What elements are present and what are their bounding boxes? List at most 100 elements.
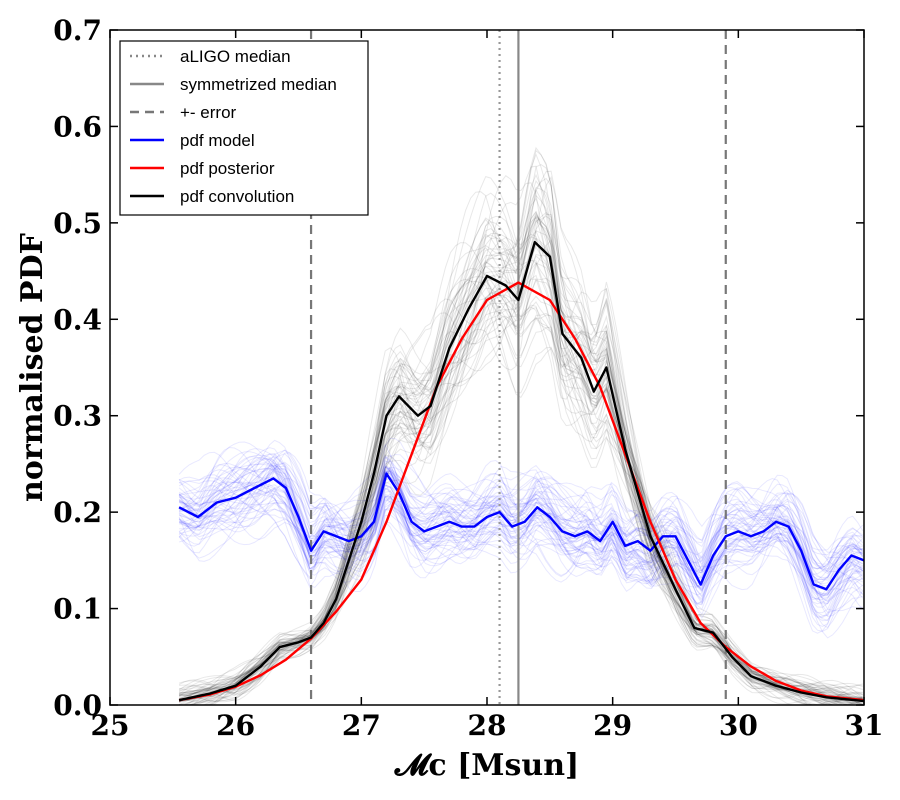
model-realisation-line: [178, 456, 864, 590]
model-realisation-line: [178, 458, 864, 611]
conv-realisation-line: [178, 277, 863, 706]
model-realisation-line: [178, 453, 863, 614]
conv-realisation-line: [179, 230, 863, 702]
model-realisation-line: [178, 452, 863, 591]
model-realisation-line: [178, 439, 863, 605]
model-realisation-line: [178, 486, 863, 598]
model-realisation-line: [178, 468, 864, 600]
y-tick-label: 0.7: [53, 14, 102, 47]
conv-realisation-line: [179, 153, 863, 700]
model-realisation-line: [178, 471, 864, 616]
conv-realisation-line: [178, 219, 863, 706]
model-realisation-line: [179, 441, 863, 605]
model-realisation-line: [178, 477, 863, 605]
y-tick-label: 0.0: [53, 689, 102, 722]
model-realisation-line: [178, 467, 863, 600]
conv-realisation-line: [178, 213, 863, 706]
conv-realisation-line: [178, 215, 863, 703]
y-tick-label: 0.1: [53, 593, 102, 626]
model-realisation-line: [178, 467, 863, 605]
model-realisation-line: [179, 451, 864, 598]
conv-realisation-line: [179, 218, 863, 706]
x-tick-label: 25: [91, 709, 130, 742]
legend: aLIGO median symmetrized median +- error pd…: [119, 40, 369, 216]
model-realisation-line: [178, 449, 864, 599]
model-realisation-line: [179, 466, 863, 583]
conv-realisation-line: [179, 239, 863, 703]
conv-realisation-line: [179, 216, 863, 699]
model-realisation-line: [178, 465, 864, 601]
model-realisation-line: [178, 460, 863, 619]
model-realisation-line: [178, 452, 863, 602]
model-realisation-line: [178, 468, 863, 603]
x-tick-label: 28: [468, 709, 507, 742]
model-realisation-line: [179, 437, 864, 639]
reference-lines: [309, 30, 727, 705]
conv-realisation-line: [178, 187, 863, 705]
conv-realisation-line: [178, 170, 863, 702]
y-tick-label: 0.6: [53, 110, 102, 143]
conv-realisation-line: [178, 278, 863, 706]
model-realisation-line: [178, 471, 863, 628]
model-realisation-line: [179, 454, 863, 597]
legend-label: pdf posterior: [180, 159, 275, 178]
model-realisation-line: [178, 465, 864, 632]
conv-realisation-line: [178, 210, 863, 706]
model-realisation-line: [178, 472, 863, 595]
model-realisation-line: [178, 467, 864, 589]
conv-realisation-line: [179, 191, 863, 706]
conv-realisation-line: [179, 173, 863, 706]
y-tick-label: 0.3: [53, 400, 102, 433]
model-realisation-line: [178, 453, 864, 596]
model-realisation-line: [178, 443, 864, 634]
conv-realisation-line: [179, 255, 863, 706]
model-realisation-line: [178, 470, 864, 582]
model-realisation-line: [178, 455, 863, 612]
model-realisation-line: [178, 468, 863, 617]
model-realisation-line: [178, 469, 863, 595]
model-realisation-line: [178, 458, 864, 608]
conv-realisation-line: [179, 149, 863, 697]
conv-realisation-line: [178, 211, 863, 704]
conv-realisation-line: [179, 197, 863, 706]
model-realisation-line: [178, 462, 864, 587]
y-ticks: 0.0 0.1 0.2 0.3 0.4 0.5 0.6 0.7: [53, 14, 864, 722]
conv-realisation-line: [179, 213, 863, 702]
conv-realisation-line: [179, 281, 863, 706]
series-pdf-model: [178, 472, 865, 591]
model-realisation-line: [178, 464, 863, 629]
conv-realisation-line: [178, 210, 863, 700]
x-ticks: 25 26 27 28 29 30 31: [91, 30, 883, 742]
x-tick-label: 29: [593, 709, 632, 742]
conv-realisation-line: [178, 177, 863, 703]
conv-realisation-line: [178, 238, 863, 706]
conv-realisation-line: [179, 296, 863, 706]
x-tick-label: 27: [342, 709, 381, 742]
conv-realisation-line: [179, 276, 863, 706]
legend-label: pdf convolution: [180, 187, 294, 206]
y-tick-label: 0.2: [53, 496, 102, 529]
model-realisation-line: [178, 470, 863, 605]
model-realisation-line: [178, 462, 863, 589]
model-realisation-line: [179, 470, 863, 601]
model-realisation-line: [178, 449, 864, 610]
conv-realisation-line: [179, 212, 863, 706]
model-realisation-line: [178, 448, 863, 596]
model-realisation-line: [178, 465, 863, 592]
model-realisation-line: [178, 465, 864, 620]
x-tick-label: 30: [719, 709, 758, 742]
conv-realisation-line: [179, 253, 863, 706]
y-tick-label: 0.5: [53, 207, 102, 240]
series-layer: [178, 240, 865, 703]
model-realisation-line: [178, 456, 864, 590]
model-realisation-line: [178, 465, 863, 596]
conv-realisation-line: [179, 292, 863, 706]
legend-label: aLIGO median: [180, 47, 291, 66]
model-realisation-line: [178, 464, 864, 606]
noise-layer: [178, 146, 864, 706]
model-realisation-line: [178, 484, 863, 592]
x-tick-label: 26: [216, 709, 255, 742]
model-realisation-line: [178, 464, 864, 586]
legend-box: [119, 40, 369, 216]
